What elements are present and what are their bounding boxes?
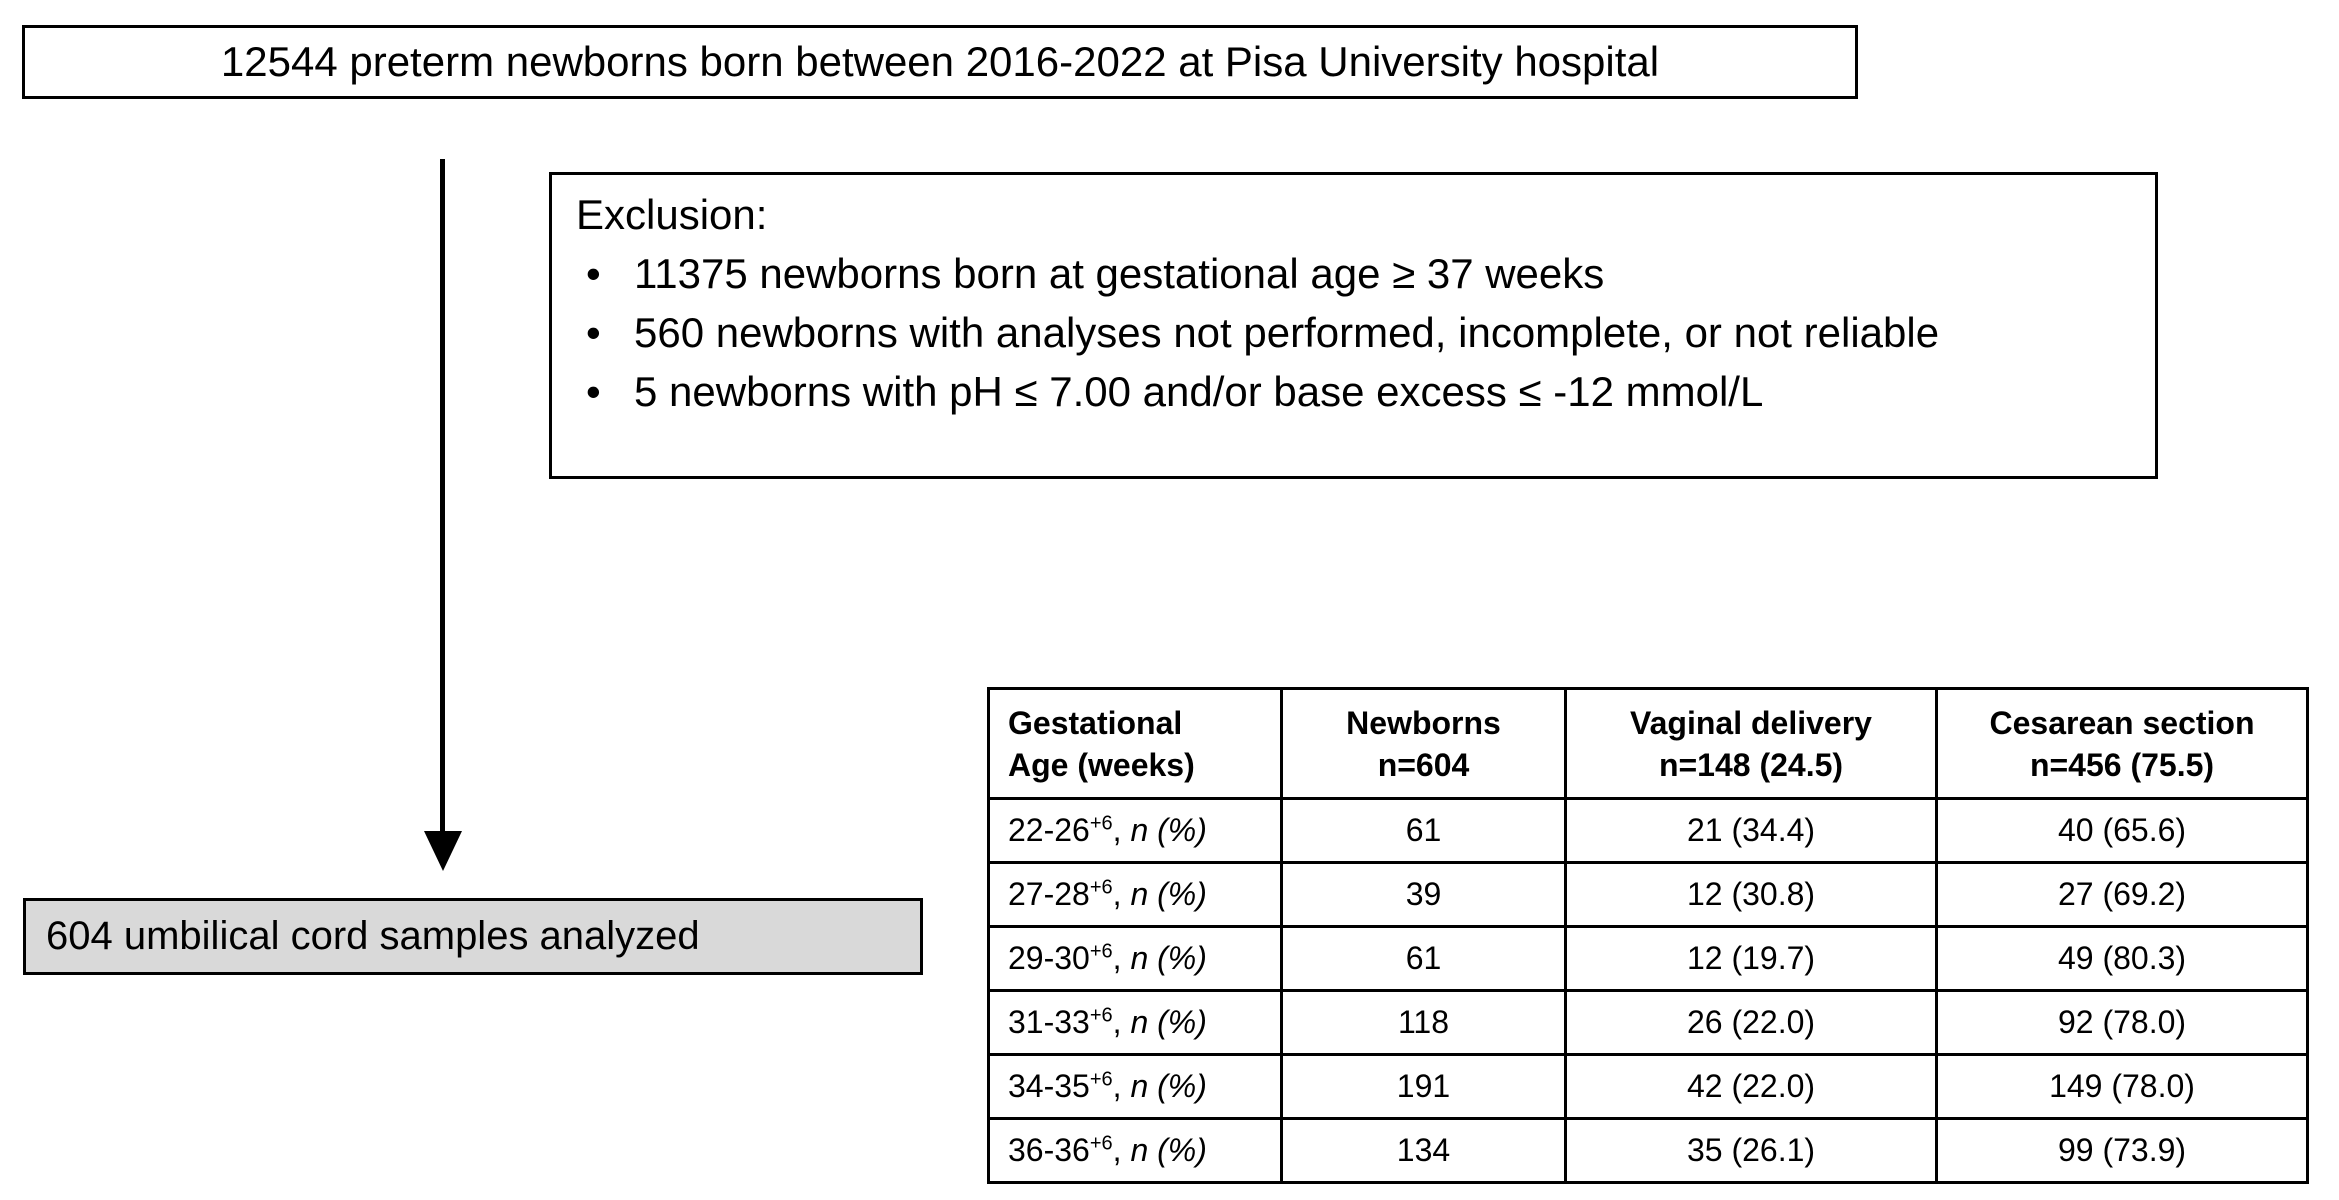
table-row: 36-36+6, n (%) 134 35 (26.1) 99 (73.9) <box>987 1117 2309 1184</box>
cell-vaginal: 26 (22.0) <box>1564 989 1938 1056</box>
cell-cesarean: 27 (69.2) <box>1935 861 2309 928</box>
table-row: 31-33+6, n (%) 118 26 (22.0) 92 (78.0) <box>987 989 2309 1056</box>
ga-range: 27-28 <box>1008 876 1090 912</box>
cell-vaginal: 12 (30.8) <box>1564 861 1938 928</box>
header-line: n=604 <box>1377 746 1470 783</box>
table-row: 22-26+6, n (%) 61 21 (34.4) 40 (65.6) <box>987 797 2309 864</box>
row-label: 36-36+6, n (%) <box>987 1117 1283 1184</box>
header-line: Newborns <box>1346 704 1501 741</box>
header-line: n=148 (24.5) <box>1658 746 1844 783</box>
exclusion-title: Exclusion: <box>576 191 768 238</box>
label-separator: , <box>1112 940 1131 976</box>
label-separator: , <box>1112 812 1131 848</box>
label-separator: , <box>1112 1068 1131 1104</box>
cell-newborns: 134 <box>1280 1117 1567 1184</box>
header-vaginal-delivery: Vaginal delivery n=148 (24.5) <box>1564 687 1938 800</box>
exclusion-box: Exclusion: 11375 newborns born at gestat… <box>549 172 2158 479</box>
label-separator: , <box>1112 1132 1131 1168</box>
exclusion-item-text: 5 newborns with pH ≤ 7.00 and/or base ex… <box>634 368 1764 415</box>
cell-cesarean: 92 (78.0) <box>1935 989 2309 1056</box>
cell-cesarean: 99 (73.9) <box>1935 1117 2309 1184</box>
population-box: 12544 preterm newborns born between 2016… <box>22 25 1858 99</box>
exclusion-item-text: 560 newborns with analyses not performed… <box>634 309 1940 356</box>
ga-range: 22-26 <box>1008 812 1090 848</box>
table-header: Gestational Age (weeks) Newborns n=604 V… <box>987 687 2309 800</box>
exclusion-item-ph-base-excess: 5 newborns with pH ≤ 7.00 and/or base ex… <box>576 362 2131 421</box>
row-label: 31-33+6, n (%) <box>987 989 1283 1056</box>
ga-range: 34-35 <box>1008 1068 1090 1104</box>
ga-superscript: +6 <box>1089 812 1113 835</box>
cell-newborns: 118 <box>1280 989 1567 1056</box>
ga-superscript: +6 <box>1089 1004 1113 1027</box>
cell-vaginal: 12 (19.7) <box>1564 925 1938 992</box>
table-row: 27-28+6, n (%) 39 12 (30.8) 27 (69.2) <box>987 861 2309 928</box>
label-separator: , <box>1112 876 1131 912</box>
cell-vaginal: 42 (22.0) <box>1564 1053 1938 1120</box>
row-label: 27-28+6, n (%) <box>987 861 1283 928</box>
header-line: n=456 (75.5) <box>2029 746 2215 783</box>
header-cesarean-section: Cesarean section n=456 (75.5) <box>1935 687 2309 800</box>
cell-newborns: 61 <box>1280 925 1567 992</box>
result-text: 604 umbilical cord samples analyzed <box>46 914 700 958</box>
header-line: Vaginal delivery <box>1630 704 1872 741</box>
ga-range: 31-33 <box>1008 1004 1090 1040</box>
table-header-row: Gestational Age (weeks) Newborns n=604 V… <box>987 687 2309 800</box>
header-gestational-age: Gestational Age (weeks) <box>987 687 1283 800</box>
header-line: Gestational <box>1008 704 1183 741</box>
label-unit: n (%) <box>1130 1068 1207 1104</box>
flow-arrow-line <box>440 159 445 832</box>
cell-newborns: 39 <box>1280 861 1567 928</box>
row-label: 22-26+6, n (%) <box>987 797 1283 864</box>
exclusion-item-analyses: 560 newborns with analyses not performed… <box>576 303 2131 362</box>
header-line: Age (weeks) <box>1008 746 1195 783</box>
header-newborns: Newborns n=604 <box>1280 687 1567 800</box>
table-body: 22-26+6, n (%) 61 21 (34.4) 40 (65.6) 27… <box>987 797 2309 1184</box>
row-label: 34-35+6, n (%) <box>987 1053 1283 1120</box>
row-label: 29-30+6, n (%) <box>987 925 1283 992</box>
ga-superscript: +6 <box>1089 876 1113 899</box>
exclusion-list: 11375 newborns born at gestational age ≥… <box>576 244 2131 421</box>
flow-arrow-down-icon <box>424 831 462 871</box>
exclusion-item-text: 11375 newborns born at gestational age ≥… <box>634 250 1605 297</box>
ga-superscript: +6 <box>1089 1132 1113 1155</box>
ga-superscript: +6 <box>1089 940 1113 963</box>
result-box: 604 umbilical cord samples analyzed <box>23 898 923 975</box>
table-row: 34-35+6, n (%) 191 42 (22.0) 149 (78.0) <box>987 1053 2309 1120</box>
cell-vaginal: 21 (34.4) <box>1564 797 1938 864</box>
label-unit: n (%) <box>1130 1004 1207 1040</box>
population-text: 12544 preterm newborns born between 2016… <box>220 38 1660 85</box>
label-unit: n (%) <box>1130 940 1207 976</box>
exclusion-item-gestational-age: 11375 newborns born at gestational age ≥… <box>576 244 2131 303</box>
table-row: 29-30+6, n (%) 61 12 (19.7) 49 (80.3) <box>987 925 2309 992</box>
cell-newborns: 191 <box>1280 1053 1567 1120</box>
cell-newborns: 61 <box>1280 797 1567 864</box>
header-line: Cesarean section <box>1989 704 2255 741</box>
gestational-age-table: Gestational Age (weeks) Newborns n=604 V… <box>987 687 2309 1184</box>
cell-cesarean: 149 (78.0) <box>1935 1053 2309 1120</box>
label-unit: n (%) <box>1130 876 1207 912</box>
ga-range: 36-36 <box>1008 1132 1090 1168</box>
label-separator: , <box>1112 1004 1131 1040</box>
label-unit: n (%) <box>1130 812 1207 848</box>
ga-superscript: +6 <box>1089 1068 1113 1091</box>
cell-vaginal: 35 (26.1) <box>1564 1117 1938 1184</box>
cell-cesarean: 40 (65.6) <box>1935 797 2309 864</box>
ga-range: 29-30 <box>1008 940 1090 976</box>
cell-cesarean: 49 (80.3) <box>1935 925 2309 992</box>
label-unit: n (%) <box>1130 1132 1207 1168</box>
